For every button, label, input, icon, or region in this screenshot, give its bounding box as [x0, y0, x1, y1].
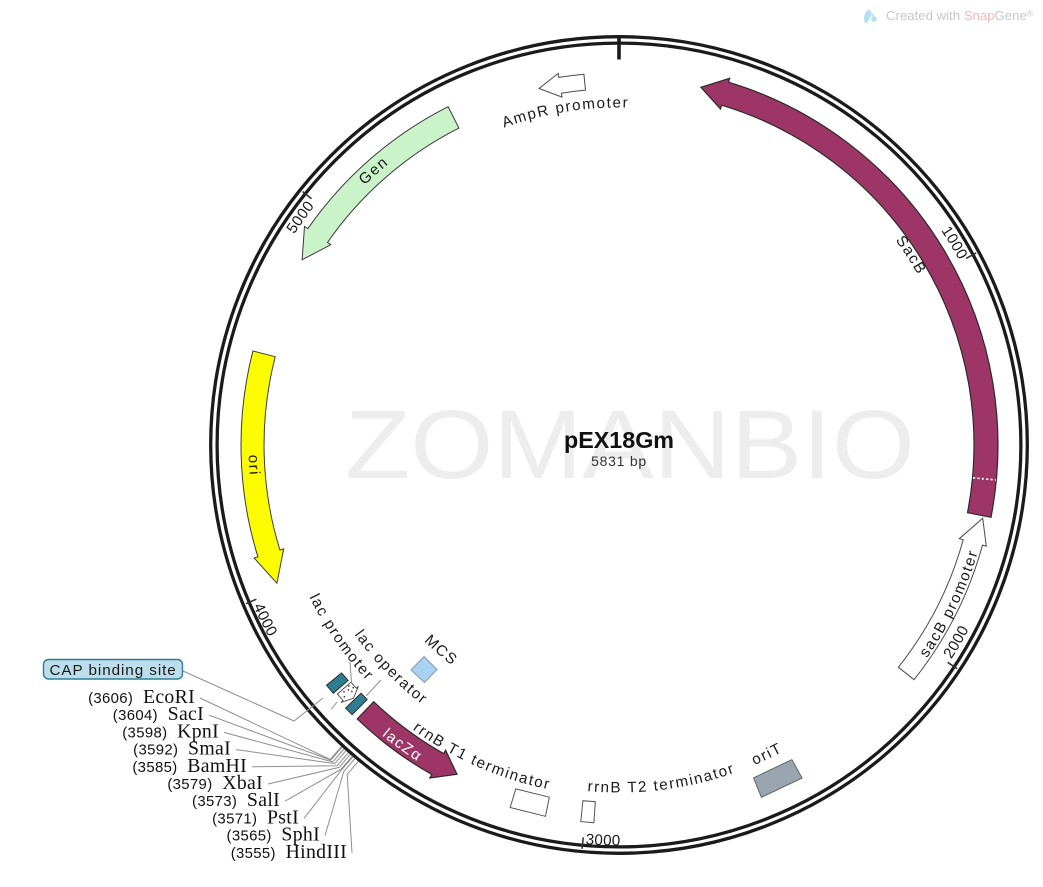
svg-text:(3592) SmaI: (3592) SmaI: [133, 738, 231, 760]
svg-text:(3555) HindIII: (3555) HindIII: [231, 841, 347, 863]
svg-text:Created with SnapGene®: Created with SnapGene®: [886, 8, 1034, 23]
svg-text:(3571) PstI: (3571) PstI: [212, 806, 299, 828]
svg-text:(3598) KpnI: (3598) KpnI: [122, 720, 219, 742]
svg-text:CAP binding site: CAP binding site: [50, 662, 177, 679]
svg-text:(3579) XbaI: (3579) XbaI: [167, 772, 263, 794]
svg-text:(3606) EcoRI: (3606) EcoRI: [88, 686, 195, 708]
svg-text:ori: ori: [245, 454, 263, 476]
svg-text:ZOMANBIO: ZOMANBIO: [345, 390, 915, 499]
svg-text:(3573) SalI: (3573) SalI: [192, 789, 280, 811]
svg-text:3000: 3000: [585, 831, 621, 849]
svg-text:(3604) SacI: (3604) SacI: [113, 703, 204, 725]
svg-text:5831 bp: 5831 bp: [591, 453, 647, 469]
svg-text:pEX18Gm: pEX18Gm: [564, 427, 674, 453]
svg-text:(3585) BamHI: (3585) BamHI: [132, 755, 247, 777]
svg-text:(3565) SphI: (3565) SphI: [227, 824, 320, 846]
